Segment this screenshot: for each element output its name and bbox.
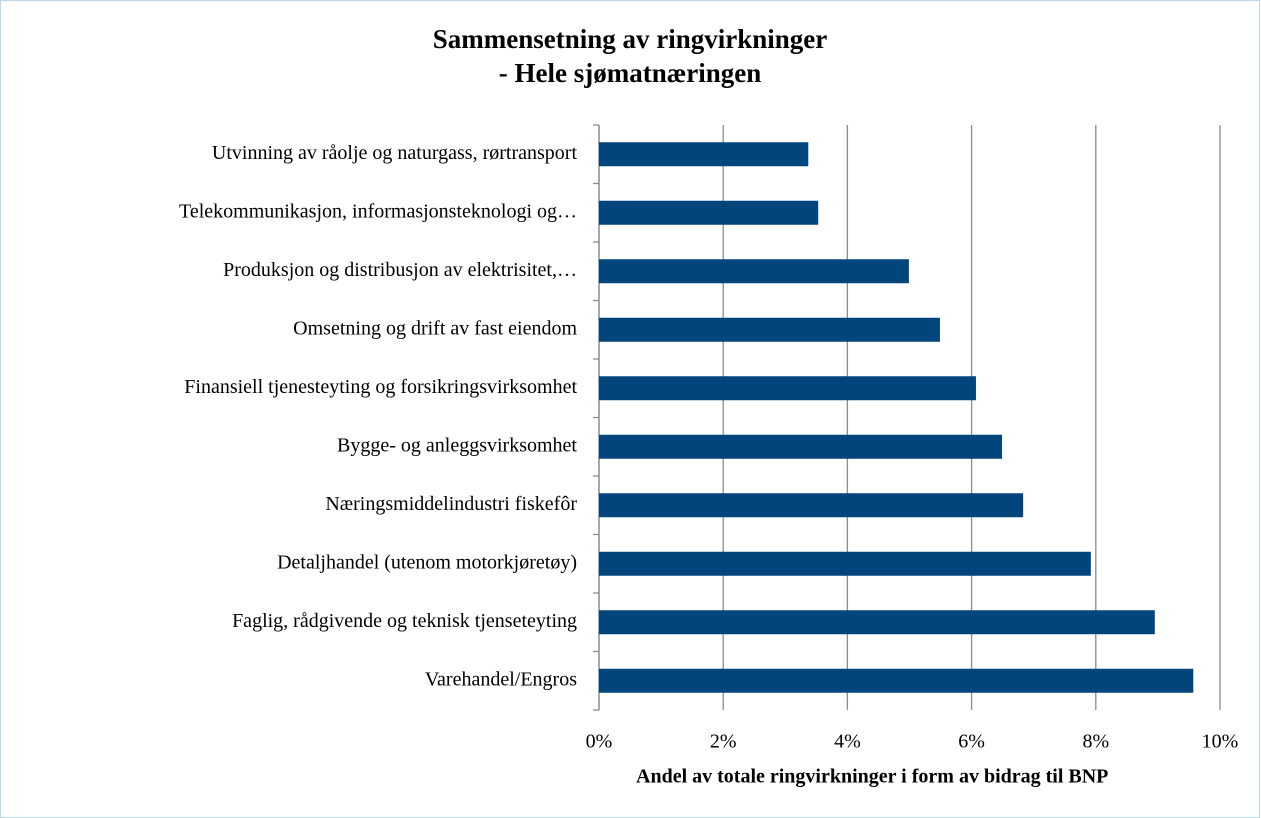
x-tick-label: 4% [834,731,861,753]
y-tick-label: Produksjon og distribusjon av elektrisit… [223,259,577,281]
bar [599,668,1194,693]
x-axis-title: Andel av totale ringvirkninger i form av… [636,766,1108,788]
y-tick-label: Finansiell tjenesteyting og forsikringsv… [184,376,577,398]
chart-subtitle: - Hele sjømatnæringen [499,58,761,88]
x-tick-label: 8% [1082,731,1109,753]
chart-title: Sammensetning av ringvirkninger [433,24,828,54]
y-tick-label: Utvinning av råolje og naturgass, rørtra… [212,142,578,164]
x-tick-label: 10% [1202,731,1239,753]
bar [599,434,1003,459]
y-tick-label: Varehandel/Engros [425,668,577,690]
x-tick-label: 6% [958,731,985,753]
y-tick-label: Bygge- og anleggsvirksomhet [337,434,577,456]
bar [599,142,809,167]
y-tick-label: Faglig, rådgivende og teknisk tjenseteyt… [232,610,577,632]
bar [599,317,940,342]
x-tick-label: 0% [586,731,613,753]
bar [599,551,1091,576]
y-tick-label: Omsetning og drift av fast eiendom [293,317,577,339]
y-tick-label: Næringsmiddelindustri fiskefôr [325,493,577,515]
bar [599,259,909,284]
bar [599,493,1024,518]
bar [599,376,976,401]
x-tick-label: 2% [710,731,737,753]
y-tick-label: Telekommunikasjon, informasjonsteknologi… [179,200,577,222]
bar [599,610,1155,635]
y-tick-label: Detaljhandel (utenom motorkjøretøy) [277,551,577,573]
bar [599,200,819,225]
